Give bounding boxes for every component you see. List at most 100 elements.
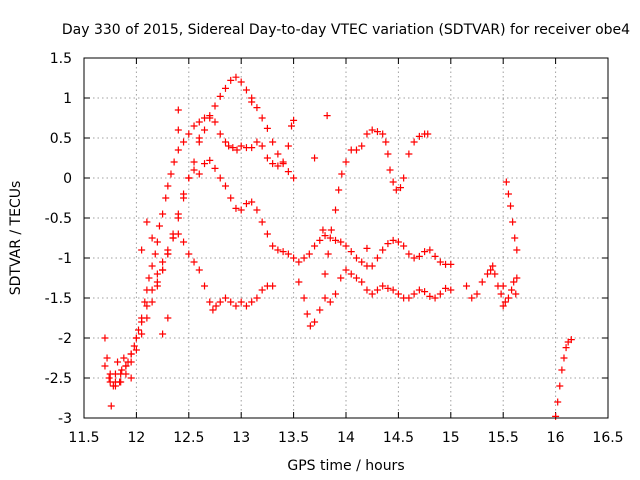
data-point [221,138,229,146]
data-point [232,302,240,310]
data-point [180,194,188,202]
data-point [288,122,296,130]
data-point [167,170,175,178]
data-point [159,210,167,218]
data-point [342,158,350,166]
y-tick-label: 0 [63,171,72,187]
data-point [263,154,271,162]
data-point [221,294,229,302]
data-point [105,374,113,382]
data-point [311,242,319,250]
data-point [209,306,217,314]
data-point [164,314,172,322]
data-point [300,294,308,302]
data-point [253,206,261,214]
data-point [225,142,233,150]
data-point [232,73,240,81]
data-point [321,232,329,240]
data-point [295,278,303,286]
data-point [138,330,146,338]
data-point [242,302,250,310]
data-point [111,378,119,386]
data-point [431,294,439,302]
data-point [227,76,235,84]
data-point [426,292,434,300]
data-point [332,290,340,298]
data-point [221,84,229,92]
data-point [258,114,266,122]
data-point [316,236,324,244]
data-point [227,298,235,306]
data-point [170,158,178,166]
data-point [497,290,505,298]
data-point [127,374,135,382]
data-point [201,160,209,168]
data-point [253,294,261,302]
data-point [504,190,512,198]
data-point [556,382,564,390]
data-point [174,126,182,134]
data-point [216,130,224,138]
data-point [180,238,188,246]
data-point [389,286,397,294]
data-point [153,238,161,246]
data-point [342,266,350,274]
data-point [159,330,167,338]
data-point [274,162,282,170]
data-point [400,242,408,250]
data-point [303,310,311,318]
y-tick-label: -2 [58,331,72,347]
data-point [164,246,172,254]
data-point [394,238,402,246]
data-point [447,260,455,268]
data-point [106,370,114,378]
y-tick-label: -3 [58,411,72,427]
data-point [258,142,266,150]
data-point [326,298,334,306]
data-point [338,170,346,178]
data-point [269,242,277,250]
data-point [269,282,277,290]
data-point [248,144,256,152]
data-point [384,284,392,292]
data-point [507,202,515,210]
plot-frame [83,57,609,419]
data-point [483,270,491,278]
data-point [373,254,381,262]
data-point [382,138,390,146]
data-point [487,266,495,274]
data-point [212,302,220,310]
data-point [148,234,156,242]
data-point [489,262,497,270]
data-point [229,144,237,152]
data-point [501,298,509,306]
series-track-c [106,156,455,390]
data-point [101,362,109,370]
series-track-e [295,266,455,330]
x-tick-label: 15.5 [488,430,519,446]
data-point [513,274,521,282]
data-point [284,168,292,176]
data-point [352,274,360,282]
data-point [195,118,203,126]
series-track-f [321,126,432,278]
data-point [103,354,111,362]
grid [84,58,608,418]
data-point [499,302,507,310]
data-point [504,294,512,302]
data-points [101,73,575,420]
data-point [324,250,332,258]
data-point [508,286,516,294]
data-point [363,244,371,252]
data-point [253,138,261,146]
data-point [400,174,408,182]
data-point [332,206,340,214]
data-point [316,306,324,314]
data-point [279,160,287,168]
data-point [237,78,245,86]
data-point [122,362,130,370]
data-point [258,286,266,294]
data-point [174,106,182,114]
data-point [415,132,423,140]
data-point [162,194,170,202]
